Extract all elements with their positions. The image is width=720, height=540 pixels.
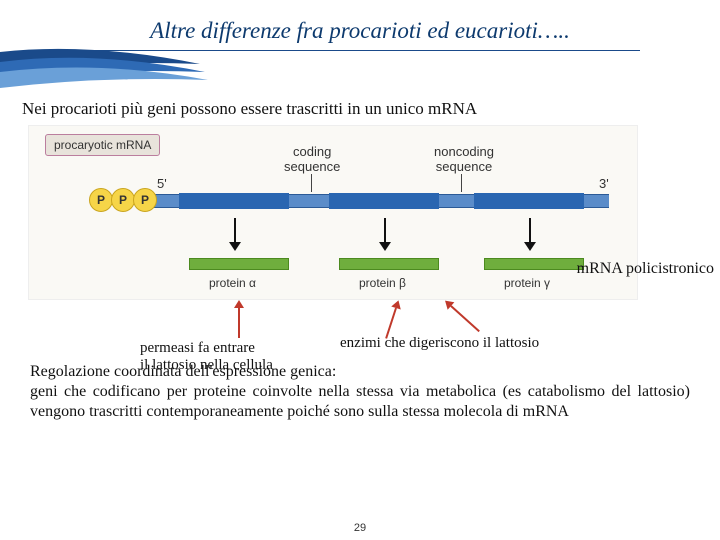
subtitle: Nei procarioti più geni possono essere t…: [22, 99, 720, 119]
protein-label-3: protein γ: [504, 276, 550, 290]
side-label: mRNA policistronico: [577, 260, 714, 278]
five-prime-label: 5': [157, 176, 167, 191]
page-title: Altre differenze fra procarioti ed eucar…: [0, 18, 720, 44]
swoosh-decoration: [0, 42, 210, 90]
translate-arrow-2: [384, 218, 386, 242]
label-coding: coding sequence: [284, 144, 340, 174]
red-arrow-1: [238, 308, 240, 338]
red-arrow-3: [450, 305, 480, 332]
annotation-permease-l2: il lattosio nella cellula: [140, 357, 273, 373]
protein-bar-3: [484, 258, 584, 270]
coding-seg-1: [179, 193, 289, 209]
annotation-enzymes: enzimi che digeriscono il lattosio: [340, 335, 539, 352]
pointer-coding: [311, 174, 312, 192]
page-number: 29: [0, 522, 720, 534]
paragraph-text: Regolazione coordinata dell'espressione …: [30, 363, 690, 420]
protein-bar-1: [189, 258, 289, 270]
body-paragraph: Regolazione coordinata dell'espressione …: [30, 362, 690, 422]
phosphate-3: P: [133, 188, 157, 212]
annotation-permease-l1: permeasi fa entrare: [140, 340, 255, 356]
label-noncoding: noncoding sequence: [434, 144, 494, 174]
phosphate-1: P: [89, 188, 113, 212]
diagram-badge: procaryotic mRNA: [45, 134, 160, 156]
protein-label-1: protein α: [209, 276, 256, 290]
coding-seg-3: [474, 193, 584, 209]
pointer-noncoding: [461, 174, 462, 192]
title-area: Altre differenze fra procarioti ed eucar…: [0, 0, 720, 59]
translate-arrow-3: [529, 218, 531, 242]
phosphate-2: P: [111, 188, 135, 212]
coding-seg-2: [329, 193, 439, 209]
annotation-permease: permeasi fa entrare il lattosio nella ce…: [140, 340, 273, 375]
three-prime-label: 3': [599, 176, 609, 191]
protein-bar-2: [339, 258, 439, 270]
mrna-diagram: procaryotic mRNA coding sequence noncodi…: [28, 125, 638, 300]
protein-label-2: protein β: [359, 276, 406, 290]
translate-arrow-1: [234, 218, 236, 242]
